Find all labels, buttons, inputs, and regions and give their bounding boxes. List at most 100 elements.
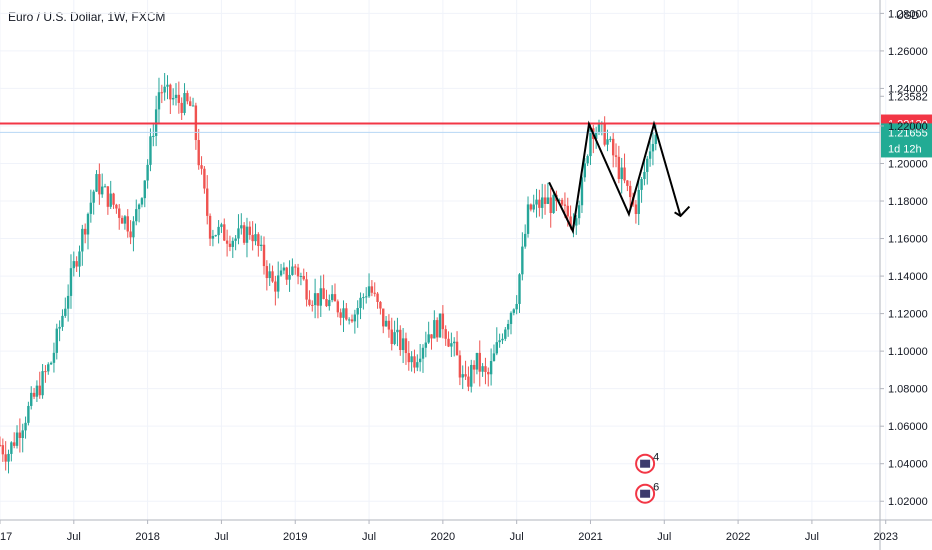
candle-body xyxy=(367,286,371,297)
candle-body xyxy=(32,392,36,397)
candle-body xyxy=(225,240,229,244)
candle-body xyxy=(373,292,376,294)
candle-body xyxy=(268,271,271,279)
candle-body xyxy=(484,366,487,372)
candle-body xyxy=(447,338,450,347)
candle-body xyxy=(532,204,535,210)
y-tick-label: 1.02000 xyxy=(888,496,928,508)
candle-body xyxy=(421,347,425,359)
double-top-pattern xyxy=(548,120,691,235)
y-tick-label: 1.23582 xyxy=(888,91,928,103)
candle-body xyxy=(44,371,47,373)
candle-body xyxy=(583,163,586,178)
candle-body xyxy=(501,338,504,341)
candle-body xyxy=(646,158,649,172)
event-flag-fill xyxy=(640,459,651,468)
y-tick-label: 1.22000 xyxy=(888,121,928,133)
candle-body xyxy=(38,385,41,396)
candle-body xyxy=(132,221,135,238)
candle-body xyxy=(328,300,331,307)
candle-body xyxy=(495,342,498,354)
candle-body xyxy=(614,155,618,157)
candle-body xyxy=(174,94,178,99)
candle-body xyxy=(66,295,70,309)
x-tick-label: 2018 xyxy=(135,531,159,543)
candle-body xyxy=(654,134,657,144)
y-tick-label: 1.28000 xyxy=(888,8,928,20)
candle-body xyxy=(223,224,226,241)
candle-body xyxy=(206,188,209,216)
candle-body xyxy=(453,341,456,344)
candle-body xyxy=(296,267,300,277)
candle-body xyxy=(518,274,521,304)
last-price-label: 1.21655 xyxy=(888,127,928,139)
candle-body xyxy=(413,356,416,368)
candle-body xyxy=(370,286,374,293)
event-markers: 46 xyxy=(635,452,659,504)
candle-body xyxy=(390,329,393,344)
candle-body xyxy=(359,297,362,309)
candle-body xyxy=(504,329,507,339)
candle-body xyxy=(41,371,44,396)
candle-body xyxy=(322,288,325,300)
candle-body xyxy=(262,244,266,267)
candle-body xyxy=(169,84,172,100)
candle-body xyxy=(404,338,408,354)
candle-body xyxy=(603,122,606,145)
candle-body xyxy=(277,275,280,292)
candle-body xyxy=(558,199,561,202)
x-tick-label: 2022 xyxy=(726,531,750,543)
candle-body xyxy=(89,202,93,214)
gridlines xyxy=(0,0,887,520)
x-tick-label: 2020 xyxy=(431,531,455,543)
candle-body xyxy=(83,228,87,235)
candle-body xyxy=(648,151,652,159)
candle-body xyxy=(257,234,260,247)
candle-body xyxy=(140,198,144,205)
candle-body xyxy=(4,454,7,462)
candle-body xyxy=(350,319,354,322)
candle-body xyxy=(115,204,118,209)
candle-body xyxy=(100,186,104,195)
candle-body xyxy=(458,355,462,378)
candle-body xyxy=(24,422,27,431)
candle-body xyxy=(106,186,110,207)
candle-body xyxy=(58,326,61,329)
candle-body xyxy=(282,267,286,271)
candle-body xyxy=(123,216,127,224)
candle-body xyxy=(640,179,643,190)
y-tick-label: 1.24000 xyxy=(888,83,928,95)
candle-body xyxy=(461,374,464,378)
candle-body xyxy=(166,84,169,87)
candle-body xyxy=(217,226,220,236)
candle-body xyxy=(75,261,78,267)
candle-body xyxy=(529,204,533,210)
x-tick-label: Jul xyxy=(510,531,524,543)
candle-body xyxy=(211,235,215,239)
candle-body xyxy=(586,156,589,164)
candle-body xyxy=(552,194,555,214)
candle-body xyxy=(492,353,496,362)
candle-body xyxy=(308,299,311,305)
pattern-arrow-head xyxy=(674,205,691,218)
candle-body xyxy=(109,193,112,207)
candle-body xyxy=(589,128,592,157)
candle-body xyxy=(365,296,368,298)
candle-body xyxy=(64,308,67,316)
candle-body xyxy=(523,233,527,247)
y-tick-label: 1.16000 xyxy=(888,234,928,246)
candle-body xyxy=(208,215,212,239)
y-tick-label: 1.06000 xyxy=(888,421,928,433)
candle-body xyxy=(560,199,564,205)
candle-body xyxy=(35,385,39,397)
candle-body xyxy=(149,136,152,165)
candle-body xyxy=(180,102,183,113)
last-price-tag xyxy=(881,123,932,158)
candle-body xyxy=(509,312,513,324)
candle-body xyxy=(129,231,132,238)
time-axis[interactable]: 2017 Jul 2018 Jul 2019 Jul 2020 Jul 2021 Jul 2022 J… xyxy=(0,519,932,543)
y-tick-label: 1.18000 xyxy=(888,196,928,208)
